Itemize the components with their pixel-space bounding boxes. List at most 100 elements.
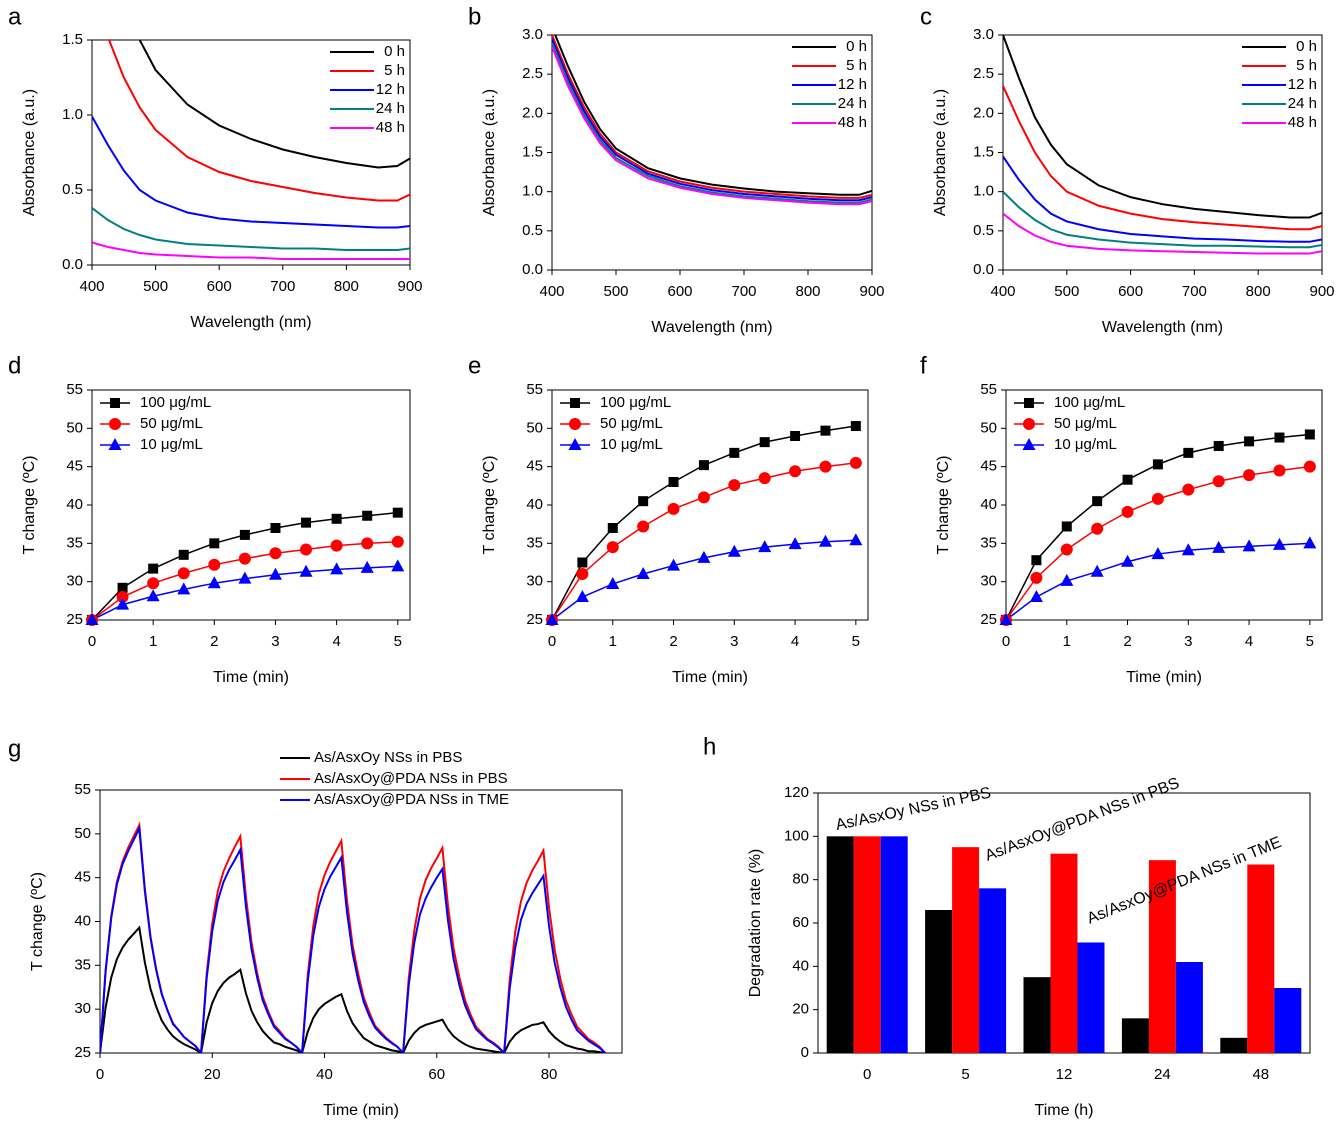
x-tick-label: 2 (210, 633, 218, 650)
marker (1242, 539, 1256, 552)
marker (606, 576, 620, 589)
legend-label: 10 μg/mL (600, 436, 663, 453)
legend-label: 50 μg/mL (600, 415, 663, 432)
bar (826, 836, 854, 1053)
panel-label: h (703, 733, 716, 760)
x-tick-label: 5 (852, 633, 860, 650)
legend-label: 24 h (1288, 95, 1317, 112)
marker (698, 460, 709, 471)
bar (880, 836, 908, 1053)
marker (146, 589, 160, 602)
marker (1060, 573, 1074, 586)
x-tick-label: 500 (143, 278, 168, 295)
marker (208, 558, 221, 571)
marker (576, 568, 589, 580)
x-tick-label: 700 (731, 283, 756, 300)
y-tick-label: 35 (526, 534, 543, 551)
marker (1152, 459, 1163, 470)
legend-label: 0 h (846, 38, 867, 55)
panel-label: e (468, 352, 481, 379)
marker (116, 591, 129, 603)
series-line (1003, 155, 1322, 243)
x-tick-label: 3 (271, 633, 279, 650)
x-tick-label: 2 (669, 633, 677, 650)
y-tick-label: 40 (74, 912, 91, 929)
bar (1121, 1018, 1149, 1053)
marker (1091, 522, 1104, 535)
y-tick-label: 20 (792, 1001, 809, 1018)
x-tick-label: 5 (394, 633, 402, 650)
marker (545, 613, 559, 625)
y-axis-label: Degradation rate (%) (747, 849, 764, 998)
y-tick-label: 40 (980, 496, 997, 513)
series-annotation: As/AsxOy@PDA NSs in PBS (983, 775, 1182, 865)
marker (239, 529, 250, 540)
y-tick-label: 55 (74, 781, 91, 798)
marker (999, 613, 1013, 625)
y-tick-label: 80 (792, 871, 809, 888)
marker (819, 460, 832, 473)
series-line (108, 40, 410, 202)
marker (360, 560, 374, 573)
marker (729, 447, 740, 458)
x-tick-label: 0 (88, 633, 96, 650)
x-tick-label: 60 (428, 1066, 445, 1083)
marker (1181, 543, 1195, 556)
marker (207, 576, 221, 589)
legend-marker (570, 398, 580, 408)
marker (301, 517, 312, 528)
marker (330, 539, 343, 552)
y-tick-label: 45 (74, 869, 91, 886)
marker (1182, 483, 1195, 496)
marker (789, 465, 802, 478)
panel-label: f (920, 352, 927, 379)
y-tick-label: 25 (980, 611, 997, 628)
marker (148, 563, 159, 574)
legend-marker (109, 418, 121, 430)
legend-label: 100 μg/mL (140, 394, 211, 411)
y-tick-label: 50 (66, 419, 83, 436)
series-annotation: As/AsxOy NSs in PBS (834, 785, 992, 835)
series-line (554, 35, 872, 196)
marker (850, 421, 861, 432)
bar (1148, 860, 1176, 1053)
legend-marker (108, 438, 122, 450)
x-tick-label: 900 (859, 283, 884, 300)
x-tick-label: 800 (795, 283, 820, 300)
x-axis-label: Wavelength (nm) (190, 314, 311, 331)
x-axis-label: Time (min) (672, 669, 748, 686)
legend-label: As/AsxOy@PDA NSs in PBS (314, 770, 508, 787)
marker (116, 597, 130, 610)
series-line (552, 38, 872, 202)
legend-label: As/AsxOy NSs in PBS (314, 749, 462, 766)
y-tick-label: 0.5 (522, 222, 543, 239)
x-tick-label: 3 (730, 633, 738, 650)
y-tick-label: 40 (792, 957, 809, 974)
marker (1030, 571, 1043, 584)
x-tick-label: 600 (667, 283, 692, 300)
x-tick-label: 48 (1252, 1066, 1269, 1083)
y-tick-label: 2.5 (973, 65, 994, 82)
y-tick-label: 55 (980, 381, 997, 398)
legend-label: 10 μg/mL (1054, 436, 1117, 453)
series-line (100, 821, 606, 1053)
marker (606, 541, 619, 554)
y-tick-label: 25 (526, 611, 543, 628)
legend-label: 0 h (384, 43, 405, 60)
x-tick-label: 0 (863, 1066, 871, 1083)
plot-area (100, 821, 606, 1053)
y-tick-label: 45 (526, 458, 543, 475)
y-tick-label: 120 (784, 784, 809, 801)
marker (361, 537, 374, 550)
x-tick-label: 20 (204, 1066, 221, 1083)
marker (147, 577, 160, 590)
y-tick-label: 30 (980, 573, 997, 590)
bar (979, 888, 1007, 1053)
marker (1121, 554, 1135, 567)
x-tick-label: 600 (1118, 283, 1143, 300)
marker (331, 513, 342, 524)
y-tick-label: 35 (66, 534, 83, 551)
y-tick-label: 50 (980, 419, 997, 436)
bar (1077, 942, 1105, 1053)
